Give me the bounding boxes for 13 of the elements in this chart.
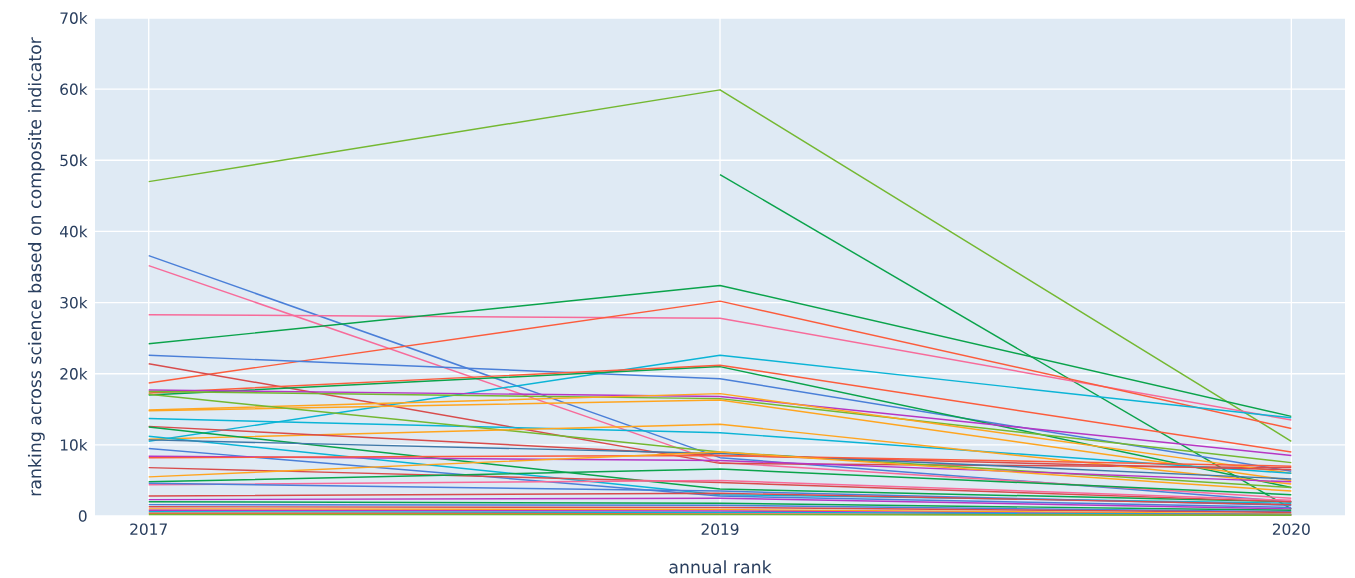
y-tick-label: 30k xyxy=(60,296,88,309)
y-tick-label: 0 xyxy=(78,510,87,522)
y-tick-label: 40k xyxy=(59,225,88,238)
y-tick-label: 70k xyxy=(60,12,88,24)
y-tick-label: 10k xyxy=(60,438,88,451)
x-tick-label: 2017 xyxy=(130,523,167,535)
y-axis-title: ranking across science based on composite indicator xyxy=(27,37,45,496)
x-axis-title: annual rank xyxy=(669,560,772,574)
x-tick-label: 2019 xyxy=(701,523,739,535)
y-tick-label: 20k xyxy=(60,367,88,380)
y-tick-label: 60k xyxy=(60,83,88,96)
y-tick-label: 50k xyxy=(60,154,88,167)
x-tick-label: 2020 xyxy=(1272,523,1310,535)
